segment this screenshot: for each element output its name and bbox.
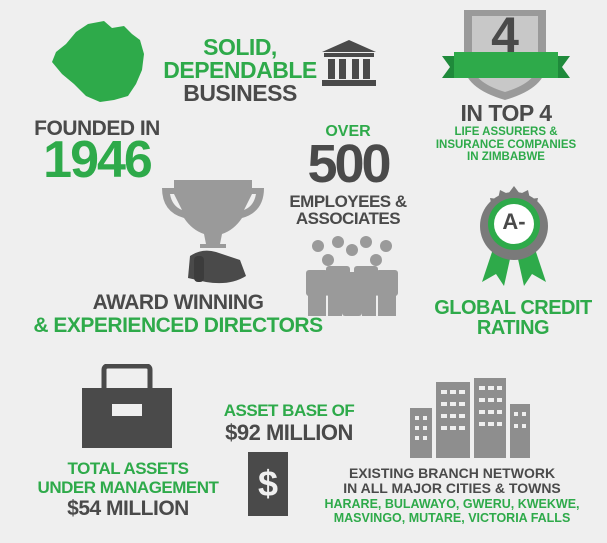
assets-text: TOTAL ASSETS UNDER MANAGEMENT $54 MILLIO… (20, 460, 236, 519)
award-text: AWARD WINNING & EXPERIENCED DIRECTORS (30, 292, 326, 336)
branches-line2: IN ALL MAJOR CITIES & TOWNS (343, 480, 561, 497)
founded-label: FOUNDED IN (34, 117, 160, 140)
city-buildings-icon (410, 378, 530, 458)
trophy-icon (162, 180, 264, 284)
asset-base-line1: ASSET BASE OF (223, 401, 355, 420)
top4-description: LIFE ASSURERS & INSURANCE COMPANIES IN Z… (422, 126, 590, 164)
rosette-icon (480, 186, 548, 286)
assets-line2: UNDER MANAGEMENT (37, 478, 219, 497)
employees-text: EMPLOYEES & ASSOCIATES (266, 193, 430, 227)
file-drawer-icon (82, 364, 172, 448)
top4-line1: LIFE ASSURERS & (454, 126, 558, 138)
employees-over: OVER (325, 123, 371, 140)
top4-line3: IN ZIMBABWE (467, 151, 545, 164)
solid-line3: BUSINESS (183, 80, 297, 106)
employees-line2: ASSOCIATES (295, 209, 401, 228)
branches-line1: EXISTING BRANCH NETWORK (348, 465, 556, 481)
asset-base-line2: $92 MILLION (225, 420, 353, 445)
rating-text: GLOBAL CREDIT RATING (428, 298, 598, 338)
branches-text: EXISTING BRANCH NETWORK IN ALL MAJOR CIT… (300, 465, 604, 525)
branches-line3: HARARE, BULAWAYO, GWERU, KWEKWE, (324, 497, 580, 512)
employees-line1: EMPLOYEES & (289, 192, 407, 211)
top4-badge-number: 4 (491, 7, 519, 63)
employees-count: 500 (307, 134, 391, 194)
people-group-icon (306, 236, 398, 316)
asset-base-text: ASSET BASE OF $92 MILLION (204, 402, 374, 444)
rating-line1: GLOBAL CREDIT (434, 297, 592, 319)
bank-building-icon (322, 40, 376, 86)
ribbon-badge-icon (442, 10, 570, 100)
dollar-banknote-icon: $ (248, 452, 288, 516)
assets-line1: TOTAL ASSETS (67, 459, 189, 478)
zimbabwe-map-icon (52, 21, 144, 102)
award-line1: AWARD WINNING (92, 291, 264, 314)
founded-year: 1946 (43, 131, 153, 189)
top4-line2: INSURANCE COMPANIES (435, 138, 577, 151)
branches-line4: MASVINGO, MUTARE, VICTORIA FALLS (333, 510, 571, 525)
rating-line2: RATING (476, 317, 550, 339)
award-line2: & EXPERIENCED DIRECTORS (33, 314, 323, 337)
solid-line2: DEPENDABLE (163, 57, 317, 83)
assets-line3: $54 MILLION (67, 497, 189, 520)
top4-title: IN TOP 4 (460, 100, 552, 126)
solid-business-text: SOLID, DEPENDABLE BUSINESS (160, 36, 320, 105)
solid-line1: SOLID, (203, 34, 277, 60)
rating-grade: A- (502, 209, 526, 234)
